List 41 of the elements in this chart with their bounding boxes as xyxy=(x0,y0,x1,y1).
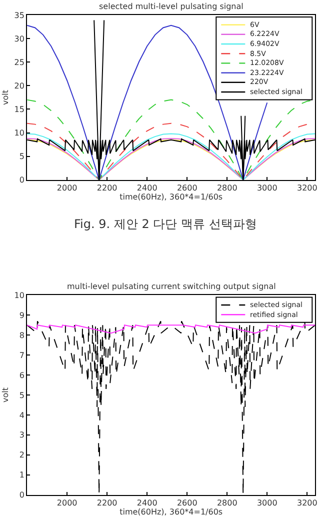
x-tick-label: 3000 xyxy=(256,184,278,193)
y-tick-label: 25 xyxy=(14,58,24,67)
x-tick-label: 2400 xyxy=(136,498,158,508)
x-tick-label: 2800 xyxy=(216,184,238,193)
y-axis-title: volt xyxy=(0,387,10,402)
x-axis-title: time(60Hz), 360*4=1/60s xyxy=(120,507,223,516)
y-tick-label: 2 xyxy=(19,450,24,460)
x-tick-label: 3200 xyxy=(296,498,318,508)
y-tick-label: 10 xyxy=(14,291,24,300)
y-tick-label: 7 xyxy=(19,350,24,360)
y-tick-label: 9 xyxy=(19,310,24,320)
x-tick-label: 2200 xyxy=(96,498,118,508)
y-tick-label: 8 xyxy=(19,330,24,340)
y-tick-label: 6 xyxy=(19,370,24,380)
chart-title: selected multi-level pulsating signal xyxy=(99,2,244,11)
x-tick-label: 2000 xyxy=(56,184,78,193)
chart-title: multi-level pulsating current switching output signal xyxy=(67,282,276,291)
x-tick-label: 2200 xyxy=(96,184,118,193)
x-tick-label: 3000 xyxy=(256,498,278,508)
x-tick-label: 2400 xyxy=(136,184,158,193)
y-tick-label: 20 xyxy=(14,81,24,90)
y-tick-label: 10 xyxy=(14,128,24,138)
x-tick-label: 2800 xyxy=(216,498,238,508)
x-tick-label: 2600 xyxy=(176,498,198,508)
y-tick-label: 5 xyxy=(19,390,24,400)
x-tick-label: 2000 xyxy=(56,498,78,508)
y-tick-label: 35 xyxy=(14,10,24,20)
x-axis-title: time(60Hz), 360*4=1/60s xyxy=(120,192,223,202)
y-tick-label: 4 xyxy=(19,410,24,420)
line-series xyxy=(27,324,316,334)
y-tick-label: 15 xyxy=(14,105,24,114)
y-tick-label: 3 xyxy=(19,430,24,440)
y-tick-label: 30 xyxy=(14,34,24,44)
y-tick-label: 0 xyxy=(19,490,24,500)
y-tick-label: 5 xyxy=(19,152,24,162)
y-tick-label: 1 xyxy=(19,470,24,480)
y-axis-title: volt xyxy=(0,90,10,105)
x-tick-label: 2600 xyxy=(176,184,198,193)
x-tick-label: 3200 xyxy=(296,184,318,193)
y-tick-label: 0 xyxy=(19,176,24,185)
caption: Fig. 9. 제안 2 다단 맥류 선택파형 xyxy=(74,217,257,231)
